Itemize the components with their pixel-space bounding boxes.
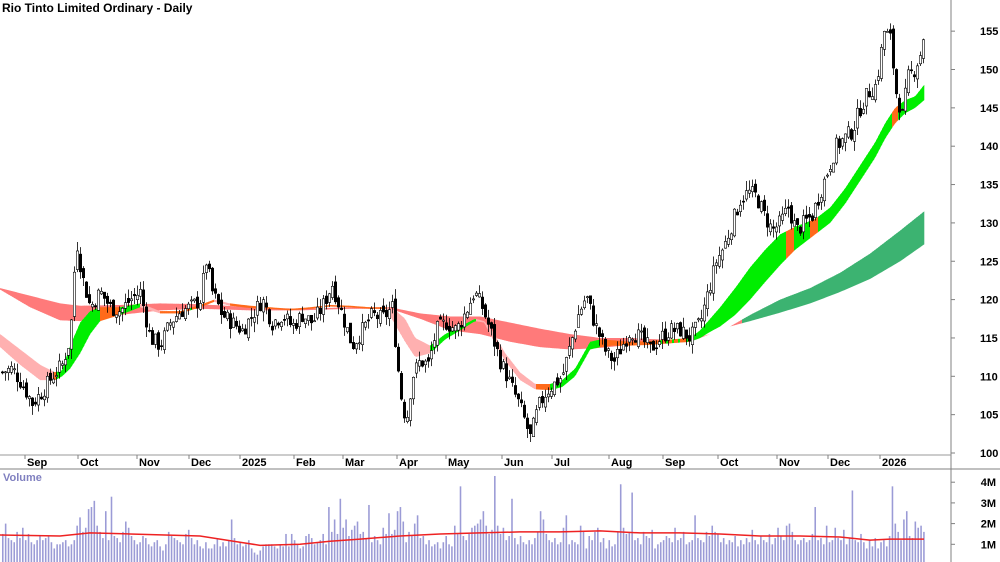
- month-tick-label: Nov: [139, 457, 161, 469]
- price-tick-label: 135: [980, 180, 998, 192]
- month-tick-label: Sep: [27, 457, 47, 469]
- month-tick-label: Dec: [830, 457, 850, 469]
- short-term-ma-ribbon: [0, 84, 925, 391]
- price-tick-label: 110: [980, 371, 998, 383]
- month-tick-label: Aug: [611, 457, 632, 469]
- month-tick-label: Jul: [554, 457, 570, 469]
- volume-tick-label: 1M: [981, 539, 996, 551]
- volume-tick-label: 2M: [981, 519, 996, 531]
- month-tick-label: May: [448, 457, 470, 469]
- month-tick-label: Apr: [399, 457, 419, 469]
- price-tick-label: 105: [980, 410, 998, 422]
- month-tick-label: Feb: [296, 457, 316, 469]
- time-axis-ticks: Sep Oct Nov Dec 2025 Feb Mar Apr May Jun Jul Aug Sep…: [24, 455, 906, 469]
- month-tick-label: Oct: [80, 457, 99, 469]
- volume-pane-label: Volume: [3, 472, 42, 484]
- price-tick-label: 130: [980, 218, 998, 230]
- month-tick-label: Sep: [665, 457, 685, 469]
- price-tick-label: 115: [980, 333, 998, 345]
- volume-tick-label: 4M: [981, 477, 996, 489]
- price-tick-label: 120: [980, 295, 998, 307]
- volume-axis-ticks: 1M 2M 3M 4M: [951, 477, 996, 551]
- price-axis-ticks: 100 105 110 115 120 125 130 135 140 145 150 155: [951, 26, 998, 460]
- price-tick-label: 150: [980, 65, 998, 77]
- volume-bars: [2, 475, 925, 562]
- price-candlesticks: [0, 23, 925, 443]
- month-tick-label: Mar: [345, 457, 365, 469]
- month-tick-label: Oct: [720, 457, 739, 469]
- price-tick-label: 145: [980, 103, 998, 115]
- month-tick-label: Jun: [504, 457, 524, 469]
- volume-moving-average-line: [0, 530, 924, 547]
- chart-title: Rio Tinto Limited Ordinary - Daily: [2, 1, 193, 15]
- month-tick-label: 2026: [882, 457, 906, 469]
- month-tick-label: Dec: [191, 457, 211, 469]
- month-tick-label: 2025: [242, 457, 266, 469]
- month-tick-label: Nov: [779, 457, 801, 469]
- price-tick-label: 125: [980, 256, 998, 268]
- price-tick-label: 140: [980, 141, 998, 153]
- price-tick-label: 155: [980, 26, 998, 38]
- price-tick-label: 100: [980, 448, 998, 460]
- volume-tick-label: 3M: [981, 498, 996, 510]
